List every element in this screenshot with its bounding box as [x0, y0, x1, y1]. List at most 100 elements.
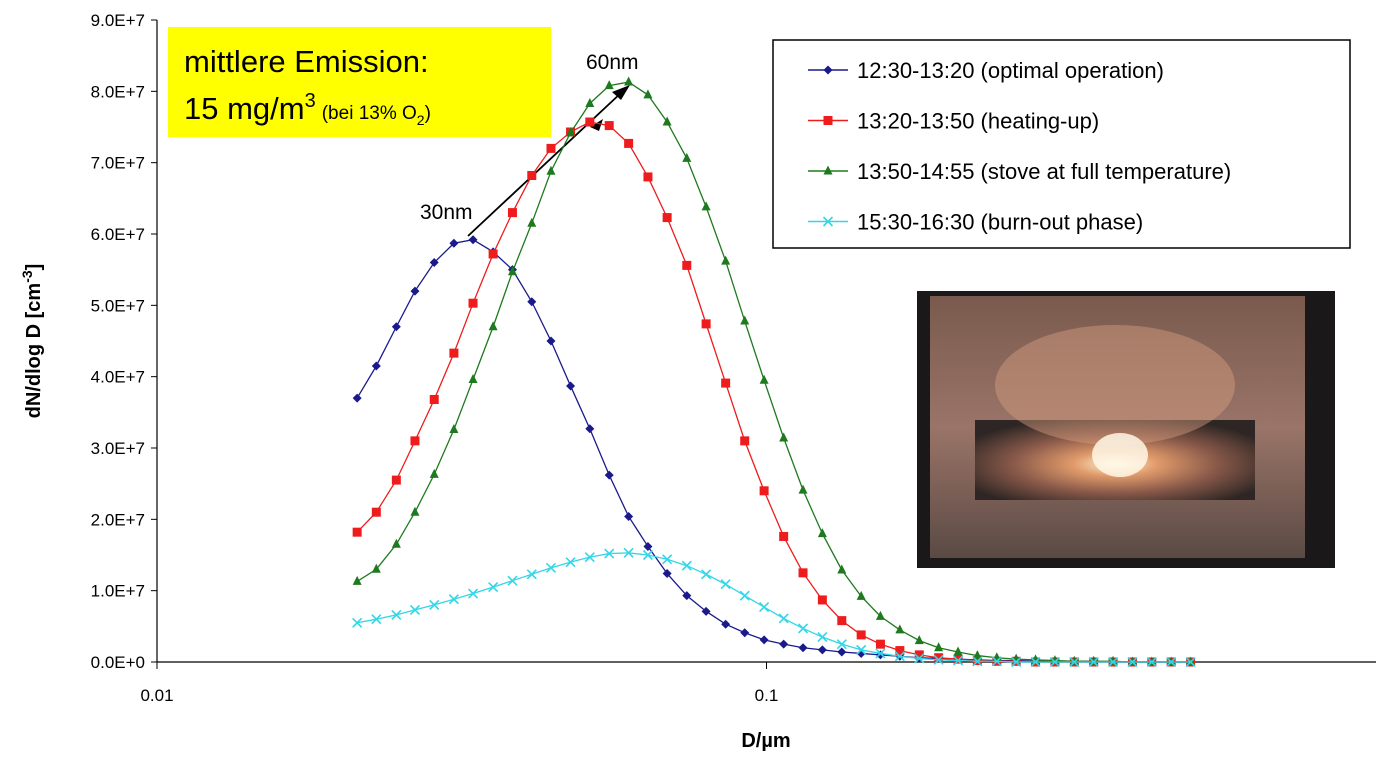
- point: [1031, 654, 1041, 664]
- x-axis-title: D/µm: [741, 730, 790, 752]
- point: [1185, 656, 1196, 668]
- y-tick-label: 5.0E+7: [91, 296, 145, 315]
- box-line2: 15 mg/m3 (bei 13% O2): [184, 90, 431, 128]
- point: [798, 484, 808, 494]
- point: [410, 286, 420, 296]
- point: [429, 394, 439, 404]
- arrow-head: [612, 85, 630, 100]
- point: [527, 171, 537, 181]
- point: [662, 569, 672, 579]
- point: [468, 298, 478, 308]
- point: [467, 588, 479, 599]
- point: [624, 76, 634, 86]
- point: [585, 97, 595, 107]
- point: [429, 599, 440, 610]
- point: [526, 569, 537, 580]
- point: [836, 639, 847, 650]
- point: [429, 468, 439, 478]
- point: [875, 610, 885, 620]
- point: [507, 266, 517, 276]
- point: [662, 116, 672, 126]
- point: [720, 579, 731, 590]
- point: [817, 528, 827, 538]
- legend-label: 13:20-13:50 (heating-up): [857, 109, 1099, 134]
- point: [546, 336, 556, 346]
- point: [662, 554, 673, 565]
- point: [624, 511, 634, 521]
- point: [566, 381, 576, 391]
- point: [875, 650, 885, 660]
- point: [1088, 656, 1099, 668]
- series: [352, 547, 1196, 668]
- point: [604, 121, 614, 131]
- point: [817, 645, 827, 655]
- point: [894, 651, 905, 662]
- point: [1107, 656, 1119, 668]
- y-tick-label: 8.0E+7: [91, 82, 145, 101]
- box-line1: mittlere Emission:: [184, 44, 429, 79]
- point: [934, 653, 944, 663]
- point: [488, 582, 499, 593]
- legend-label: 13:50-14:55 (stove at full temperature): [857, 159, 1231, 184]
- annotation: 60nm: [586, 51, 639, 74]
- point: [546, 165, 556, 175]
- photo: [917, 291, 1335, 568]
- point: [1049, 656, 1060, 668]
- point: [352, 527, 362, 537]
- point: [352, 575, 362, 585]
- y-label-sup: -3: [19, 270, 35, 283]
- series: [352, 76, 1196, 666]
- series-line: [357, 552, 1191, 663]
- point: [1069, 656, 1080, 668]
- point: [721, 619, 731, 629]
- point: [642, 549, 654, 561]
- point: [643, 89, 653, 99]
- legend-marker: [822, 216, 834, 227]
- point: [391, 322, 401, 332]
- y-tick-label: 2.0E+7: [91, 510, 145, 529]
- x-tick-label: 0.1: [755, 686, 779, 705]
- point: [1146, 656, 1157, 668]
- point: [914, 650, 924, 660]
- point: [449, 348, 459, 358]
- point: [371, 614, 382, 625]
- point: [662, 213, 672, 223]
- point: [391, 475, 401, 485]
- point: [797, 623, 809, 634]
- point: [565, 557, 576, 568]
- y-tick-label: 9.0E+7: [91, 11, 145, 30]
- point: [468, 374, 478, 384]
- y-label: dN/dlog D [cm: [23, 283, 45, 419]
- point: [701, 201, 711, 211]
- point: [507, 575, 518, 586]
- point: [488, 249, 498, 259]
- point: [779, 432, 789, 442]
- point: [778, 613, 789, 624]
- point: [934, 642, 944, 652]
- point: [972, 656, 983, 667]
- point: [449, 423, 459, 433]
- point: [371, 563, 381, 573]
- point: [507, 208, 517, 218]
- point: [352, 617, 363, 628]
- point: [759, 635, 769, 645]
- legend-label: 12:30-13:20 (optimal operation): [857, 58, 1164, 83]
- point: [721, 255, 731, 265]
- point: [740, 436, 750, 446]
- point: [623, 547, 634, 558]
- point: [875, 639, 885, 649]
- point: [953, 646, 963, 656]
- y-tick-label: 1.0E+7: [91, 582, 145, 601]
- point: [701, 569, 712, 580]
- point: [527, 297, 537, 307]
- y-label-end: ]: [23, 264, 45, 271]
- point: [585, 424, 595, 434]
- point: [837, 564, 847, 574]
- point: [584, 552, 595, 563]
- point: [701, 606, 711, 616]
- legend-marker: [823, 65, 833, 75]
- point: [410, 506, 420, 516]
- point: [604, 470, 614, 480]
